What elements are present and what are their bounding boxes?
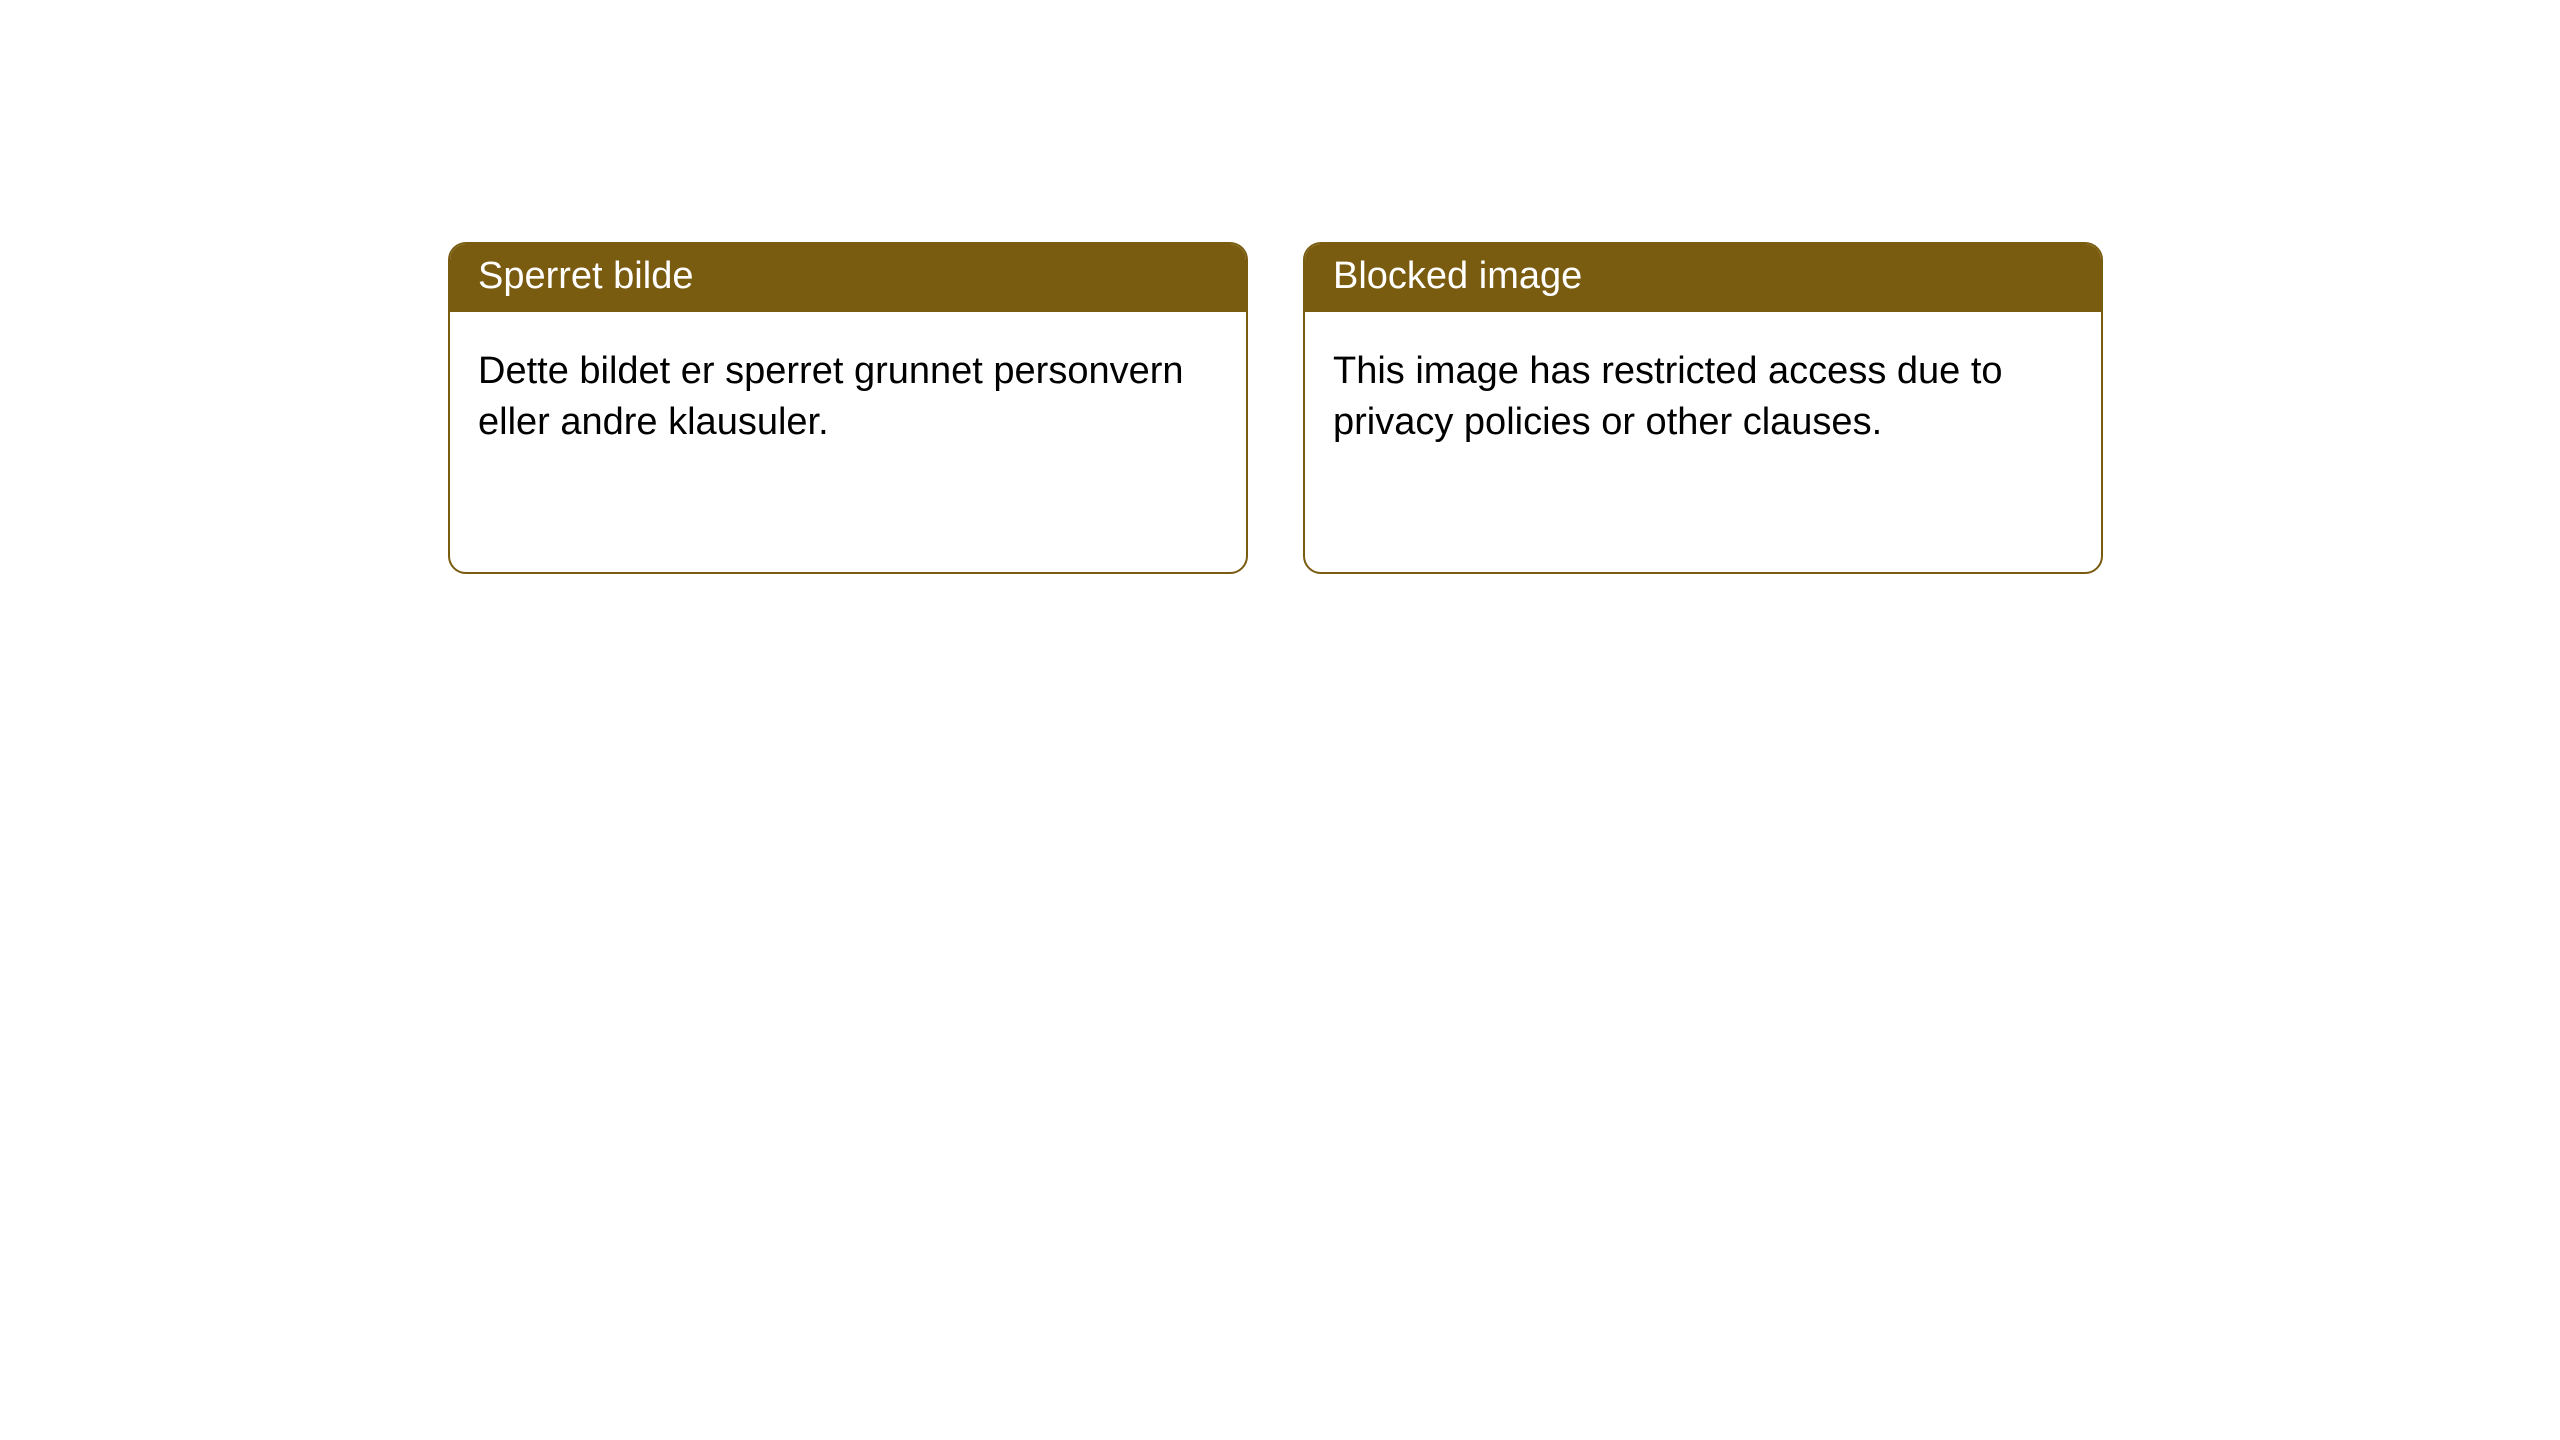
card-body-en: This image has restricted access due to … — [1305, 312, 2101, 483]
blocked-image-card-en: Blocked image This image has restricted … — [1303, 242, 2103, 574]
card-header-no: Sperret bilde — [450, 244, 1246, 312]
card-title-en: Blocked image — [1333, 255, 1582, 297]
card-text-en: This image has restricted access due to … — [1333, 350, 2003, 443]
card-header-en: Blocked image — [1305, 244, 2101, 312]
blocked-image-cards: Sperret bilde Dette bildet er sperret gr… — [448, 242, 2560, 574]
card-text-no: Dette bildet er sperret grunnet personve… — [478, 350, 1184, 443]
blocked-image-card-no: Sperret bilde Dette bildet er sperret gr… — [448, 242, 1248, 574]
card-body-no: Dette bildet er sperret grunnet personve… — [450, 312, 1246, 483]
card-title-no: Sperret bilde — [478, 255, 693, 297]
